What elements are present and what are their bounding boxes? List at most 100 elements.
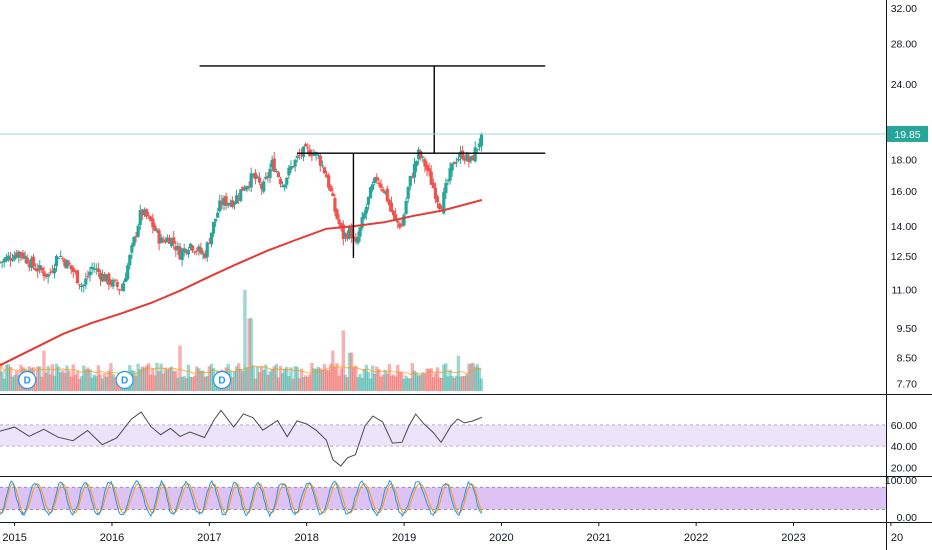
- candle: [149, 215, 153, 222]
- volume-bar: [33, 377, 38, 391]
- candle-body: [107, 273, 111, 286]
- volume-bar: [159, 363, 163, 391]
- volume-bar: [297, 378, 302, 391]
- candle-body: [247, 185, 251, 187]
- candle-body: [211, 221, 216, 234]
- volume-bar: [429, 368, 433, 391]
- volume-bar: [132, 370, 136, 391]
- volume-bar: [312, 368, 316, 391]
- candle: [373, 176, 377, 186]
- volume-bar: [278, 365, 283, 391]
- candle-body: [38, 265, 42, 270]
- candle-body: [412, 163, 417, 178]
- candle: [86, 270, 90, 280]
- candle: [322, 166, 327, 175]
- candle: [136, 223, 140, 238]
- candle-body: [350, 227, 354, 239]
- candle: [193, 250, 197, 255]
- candle-body: [347, 226, 352, 239]
- candle-body: [322, 167, 327, 174]
- candle-body: [167, 237, 172, 244]
- volume-bar: [0, 363, 2, 391]
- last-price-badge-bg: [887, 125, 928, 142]
- trend-drawings[interactable]: [199, 65, 546, 258]
- candle: [144, 208, 149, 220]
- candle: [362, 210, 366, 220]
- volume-bar: [178, 345, 182, 391]
- candle: [48, 268, 52, 276]
- candle: [98, 269, 103, 286]
- candle: [239, 189, 243, 203]
- volume-bar: [471, 362, 475, 391]
- candle: [398, 222, 402, 230]
- candle-body: [197, 246, 201, 251]
- candle: [266, 172, 270, 183]
- candle: [297, 148, 301, 160]
- candle-body: [57, 257, 61, 259]
- candle-body: [255, 176, 260, 178]
- candle: [159, 234, 163, 244]
- candle-body: [232, 202, 237, 205]
- candle-body: [237, 197, 241, 199]
- volume-bar: [326, 369, 331, 391]
- candle: [247, 181, 251, 192]
- volume-bar: [431, 377, 436, 391]
- volume-bar: [465, 374, 469, 391]
- candle-body: [88, 271, 92, 276]
- candle: [134, 231, 138, 243]
- candle: [276, 170, 281, 179]
- volume-bar: [230, 377, 235, 391]
- price-tick-label: 7.70: [897, 379, 918, 391]
- candle-body: [289, 166, 293, 170]
- candle-body: [251, 174, 255, 176]
- volume-bar: [337, 375, 341, 391]
- volume-bar: [262, 370, 266, 391]
- candle: [10, 253, 15, 262]
- volume-bar: [299, 368, 304, 391]
- time-tick-label: 2017: [197, 532, 221, 544]
- candle-body: [36, 268, 40, 272]
- candle-body: [360, 217, 364, 228]
- volume-bar: [203, 376, 207, 391]
- candle-body: [414, 161, 419, 167]
- candle-body: [65, 260, 69, 269]
- candle: [477, 138, 481, 151]
- candle: [13, 250, 17, 262]
- candle-body: [134, 235, 138, 237]
- volume-bar: [425, 368, 429, 391]
- price-tick-label: 12.50: [891, 251, 917, 263]
- candle: [249, 167, 253, 193]
- candle: [427, 162, 431, 177]
- candle: [255, 174, 260, 179]
- candle: [341, 220, 345, 246]
- volume-bar: [442, 364, 446, 391]
- candle: [203, 250, 207, 260]
- candle-body: [10, 259, 15, 261]
- candle-body: [375, 176, 379, 181]
- volume-bar: [314, 368, 318, 391]
- candle-body: [182, 248, 186, 252]
- volume-bar: [458, 376, 463, 391]
- time-axis[interactable]: 2015 2016 2017 2018 2019 2020 2021 2022 2023 20: [2, 522, 903, 544]
- candle-body: [234, 195, 239, 204]
- volume-bar: [197, 368, 201, 391]
- candle: [471, 154, 475, 161]
- candle: [425, 161, 429, 177]
- candle-body: [13, 255, 17, 260]
- candle-body: [31, 256, 36, 267]
- candle-body: [115, 281, 119, 287]
- candle: [19, 251, 23, 262]
- candle-body: [366, 196, 371, 205]
- candle: [170, 237, 174, 248]
- candle-body: [92, 268, 96, 270]
- candle-body: [82, 284, 86, 287]
- candle: [195, 247, 199, 255]
- candle: [237, 192, 241, 205]
- price-axis[interactable]: 32.00 28.00 24.00 18.00 16.00 14.00 12.50 11.00…: [885, 3, 917, 524]
- candle-body: [216, 212, 220, 218]
- time-tick-label: 2021: [587, 532, 611, 544]
- candle-body: [404, 201, 408, 214]
- volume-bar: [77, 378, 82, 391]
